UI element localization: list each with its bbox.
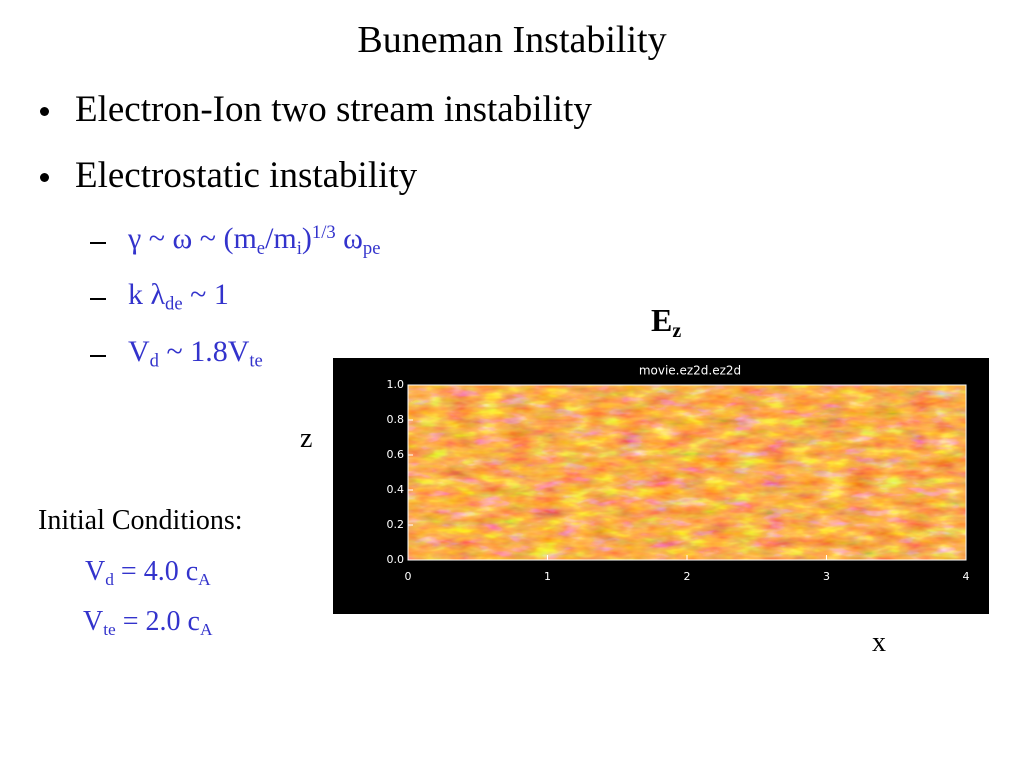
text: ~ 1.8V bbox=[158, 335, 250, 368]
x-tick-label: 1 bbox=[544, 570, 551, 583]
text: /m bbox=[265, 222, 297, 256]
subscript: te bbox=[249, 350, 263, 372]
plot-image: movie.ez2d.ez2d 0.0 0.2 0.4 0.6 0.8 1.0 0 1 2 3 4 bbox=[333, 358, 989, 614]
text: ω bbox=[335, 222, 363, 256]
y-tick-label: 0.0 bbox=[387, 553, 405, 566]
text: V bbox=[85, 556, 106, 587]
figure-label: Ez bbox=[651, 302, 681, 343]
bullet: Electron-Ion two stream instability bbox=[75, 89, 592, 130]
subscript: d bbox=[105, 570, 114, 590]
condition: Vte = 2.0 cA bbox=[83, 606, 213, 640]
y-tick-label: 0.4 bbox=[387, 483, 405, 496]
y-tick-label: 0.2 bbox=[387, 518, 405, 531]
bullet-dot bbox=[40, 173, 49, 182]
x-tick-label: 4 bbox=[963, 570, 970, 583]
text: V bbox=[83, 606, 104, 637]
text: E bbox=[651, 302, 673, 338]
bullet: Electrostatic instability bbox=[75, 155, 418, 196]
subscript: z bbox=[672, 319, 682, 342]
x-tick-label: 2 bbox=[684, 570, 691, 583]
x-label: x bbox=[872, 627, 886, 658]
text: k λ bbox=[128, 278, 166, 311]
subscript: te bbox=[103, 620, 116, 640]
subscript: i bbox=[296, 237, 302, 259]
subscript: A bbox=[199, 620, 213, 640]
sub-bullet: k λde ~ 1 bbox=[128, 278, 229, 316]
superscript: 1/3 bbox=[311, 222, 336, 243]
condition: Vd = 4.0 cA bbox=[85, 556, 211, 590]
sub-bullet: Vd ~ 1.8Vte bbox=[128, 335, 263, 373]
subscript: de bbox=[165, 293, 183, 315]
y-tick-label: 0.6 bbox=[387, 448, 405, 461]
y-tick-label: 1.0 bbox=[387, 378, 405, 391]
initial-conditions-heading: Initial Conditions: bbox=[38, 505, 243, 536]
subscript: d bbox=[149, 350, 159, 372]
sub-bullet-dash bbox=[90, 242, 106, 244]
z-label: z bbox=[300, 423, 313, 454]
text: ~ 1 bbox=[182, 278, 229, 311]
x-tick-label: 3 bbox=[823, 570, 830, 583]
text: ) bbox=[301, 222, 312, 256]
heatmap bbox=[408, 385, 966, 560]
subscript: A bbox=[198, 570, 211, 590]
text: γ ~ ω ~ (m bbox=[128, 222, 257, 256]
sub-bullet: γ ~ ω ~ (me/mi)1/3 ωpe bbox=[128, 222, 380, 260]
plot-title: movie.ez2d.ez2d bbox=[639, 364, 741, 378]
subscript: pe bbox=[362, 237, 381, 259]
slide-title: Buneman Instability bbox=[357, 19, 667, 61]
bullet-dot bbox=[40, 107, 49, 116]
sub-bullet-dash bbox=[90, 298, 106, 300]
text: = 2.0 c bbox=[115, 606, 200, 637]
x-tick-label: 0 bbox=[405, 570, 412, 583]
text: = 4.0 c bbox=[113, 556, 199, 587]
sub-bullet-dash bbox=[90, 355, 106, 357]
subscript: e bbox=[256, 237, 266, 259]
text: V bbox=[128, 335, 150, 368]
y-tick-label: 0.8 bbox=[387, 413, 405, 426]
